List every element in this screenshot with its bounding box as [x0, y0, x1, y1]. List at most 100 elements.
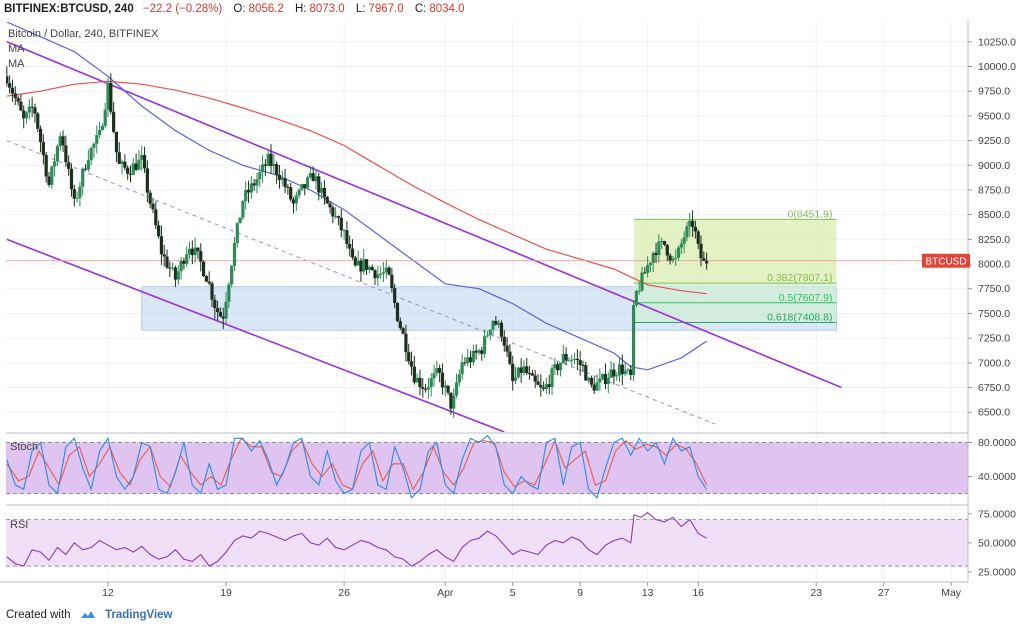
candle-body	[435, 368, 439, 374]
candle	[300, 184, 304, 192]
stoch-band	[6, 442, 968, 494]
candle	[660, 237, 664, 249]
candle-body	[679, 243, 683, 248]
candle-body	[530, 373, 534, 376]
candle	[370, 264, 374, 271]
candle-body	[260, 164, 265, 173]
candle	[533, 369, 537, 389]
time-tick-label: 23	[810, 587, 822, 599]
candle	[367, 265, 371, 274]
candle-body	[609, 369, 613, 379]
candle	[64, 135, 68, 168]
candle-body	[561, 354, 565, 363]
candle-body	[325, 196, 329, 204]
candle-body	[564, 354, 568, 361]
candle-body	[207, 281, 211, 284]
candle	[213, 294, 217, 319]
candle	[199, 243, 203, 272]
candle-body	[682, 237, 686, 244]
candle	[679, 239, 683, 254]
candle-body	[58, 136, 62, 146]
tradingview-brand[interactable]: TradingView	[104, 609, 173, 621]
legend-ma-fast[interactable]: MA	[8, 43, 25, 55]
candle	[544, 377, 549, 394]
candle-body	[78, 186, 82, 198]
candle	[443, 380, 447, 397]
candle	[525, 357, 529, 376]
close-value: 8034.0	[429, 3, 465, 15]
candle	[109, 73, 113, 115]
candle	[336, 215, 341, 226]
candle-body	[418, 377, 422, 388]
candle-body	[148, 192, 152, 204]
candle-body	[390, 274, 394, 289]
stoch-d-line	[6, 437, 708, 491]
candle	[207, 271, 211, 286]
candle	[488, 329, 492, 341]
candle-body	[126, 167, 130, 174]
candle	[379, 266, 383, 279]
candle	[617, 357, 622, 383]
candle-body	[50, 166, 54, 185]
candle	[418, 369, 422, 396]
candle	[252, 178, 256, 191]
candle	[657, 234, 661, 263]
candle	[457, 369, 461, 387]
candle-body	[238, 217, 242, 224]
low-label: L:	[355, 3, 366, 15]
candle-body	[176, 271, 180, 280]
candle	[407, 343, 411, 365]
candle	[620, 354, 624, 386]
candle-body	[258, 172, 262, 180]
candle-body	[19, 101, 23, 111]
candle	[30, 96, 34, 118]
footer-attribution: Created with TradingView	[6, 609, 173, 621]
candle	[603, 363, 608, 390]
candle-body	[657, 241, 661, 256]
candle-body	[61, 136, 65, 146]
candle-body	[55, 145, 60, 162]
candle-body	[648, 262, 653, 266]
candle-body	[162, 254, 166, 257]
fib-level-label: 0.618(7408.8)	[767, 311, 832, 323]
candle	[567, 357, 571, 362]
candle-body	[171, 267, 175, 269]
candle	[584, 362, 588, 381]
candle	[114, 131, 119, 163]
candle	[171, 262, 175, 271]
candle-body	[598, 378, 602, 383]
candle-body	[154, 209, 158, 226]
candle	[106, 77, 110, 118]
legend-ma-slow[interactable]: MA	[8, 58, 25, 70]
price-tick-label: 8500.0	[978, 209, 1010, 221]
candle-body	[210, 283, 214, 300]
candle-body	[525, 366, 529, 374]
candle	[345, 221, 349, 249]
candle	[640, 266, 644, 293]
candle	[615, 372, 619, 381]
candle-body	[688, 220, 692, 227]
candle-body	[457, 374, 461, 383]
candle	[586, 376, 591, 384]
candle-body	[36, 113, 40, 129]
candle	[221, 307, 225, 330]
candle	[303, 183, 307, 196]
candle	[384, 259, 388, 279]
candle	[471, 344, 475, 366]
symbol-name[interactable]: BITFINEX:BTCUSD, 240	[4, 3, 134, 15]
candle-body	[702, 258, 706, 261]
candle	[159, 225, 164, 266]
candle	[289, 182, 293, 202]
candle-body	[38, 128, 43, 143]
stoch-tick-label: 40.0000	[978, 471, 1016, 483]
candle-body	[387, 267, 391, 275]
candle	[381, 261, 386, 283]
candle	[429, 372, 433, 397]
candle	[561, 344, 565, 364]
candle-body	[393, 288, 397, 303]
chart-legend-title[interactable]: Bitcoin / Dollar, 240, BITFINEX	[8, 28, 159, 40]
candle	[601, 373, 605, 381]
candle-body	[584, 365, 588, 381]
candle	[547, 374, 551, 395]
